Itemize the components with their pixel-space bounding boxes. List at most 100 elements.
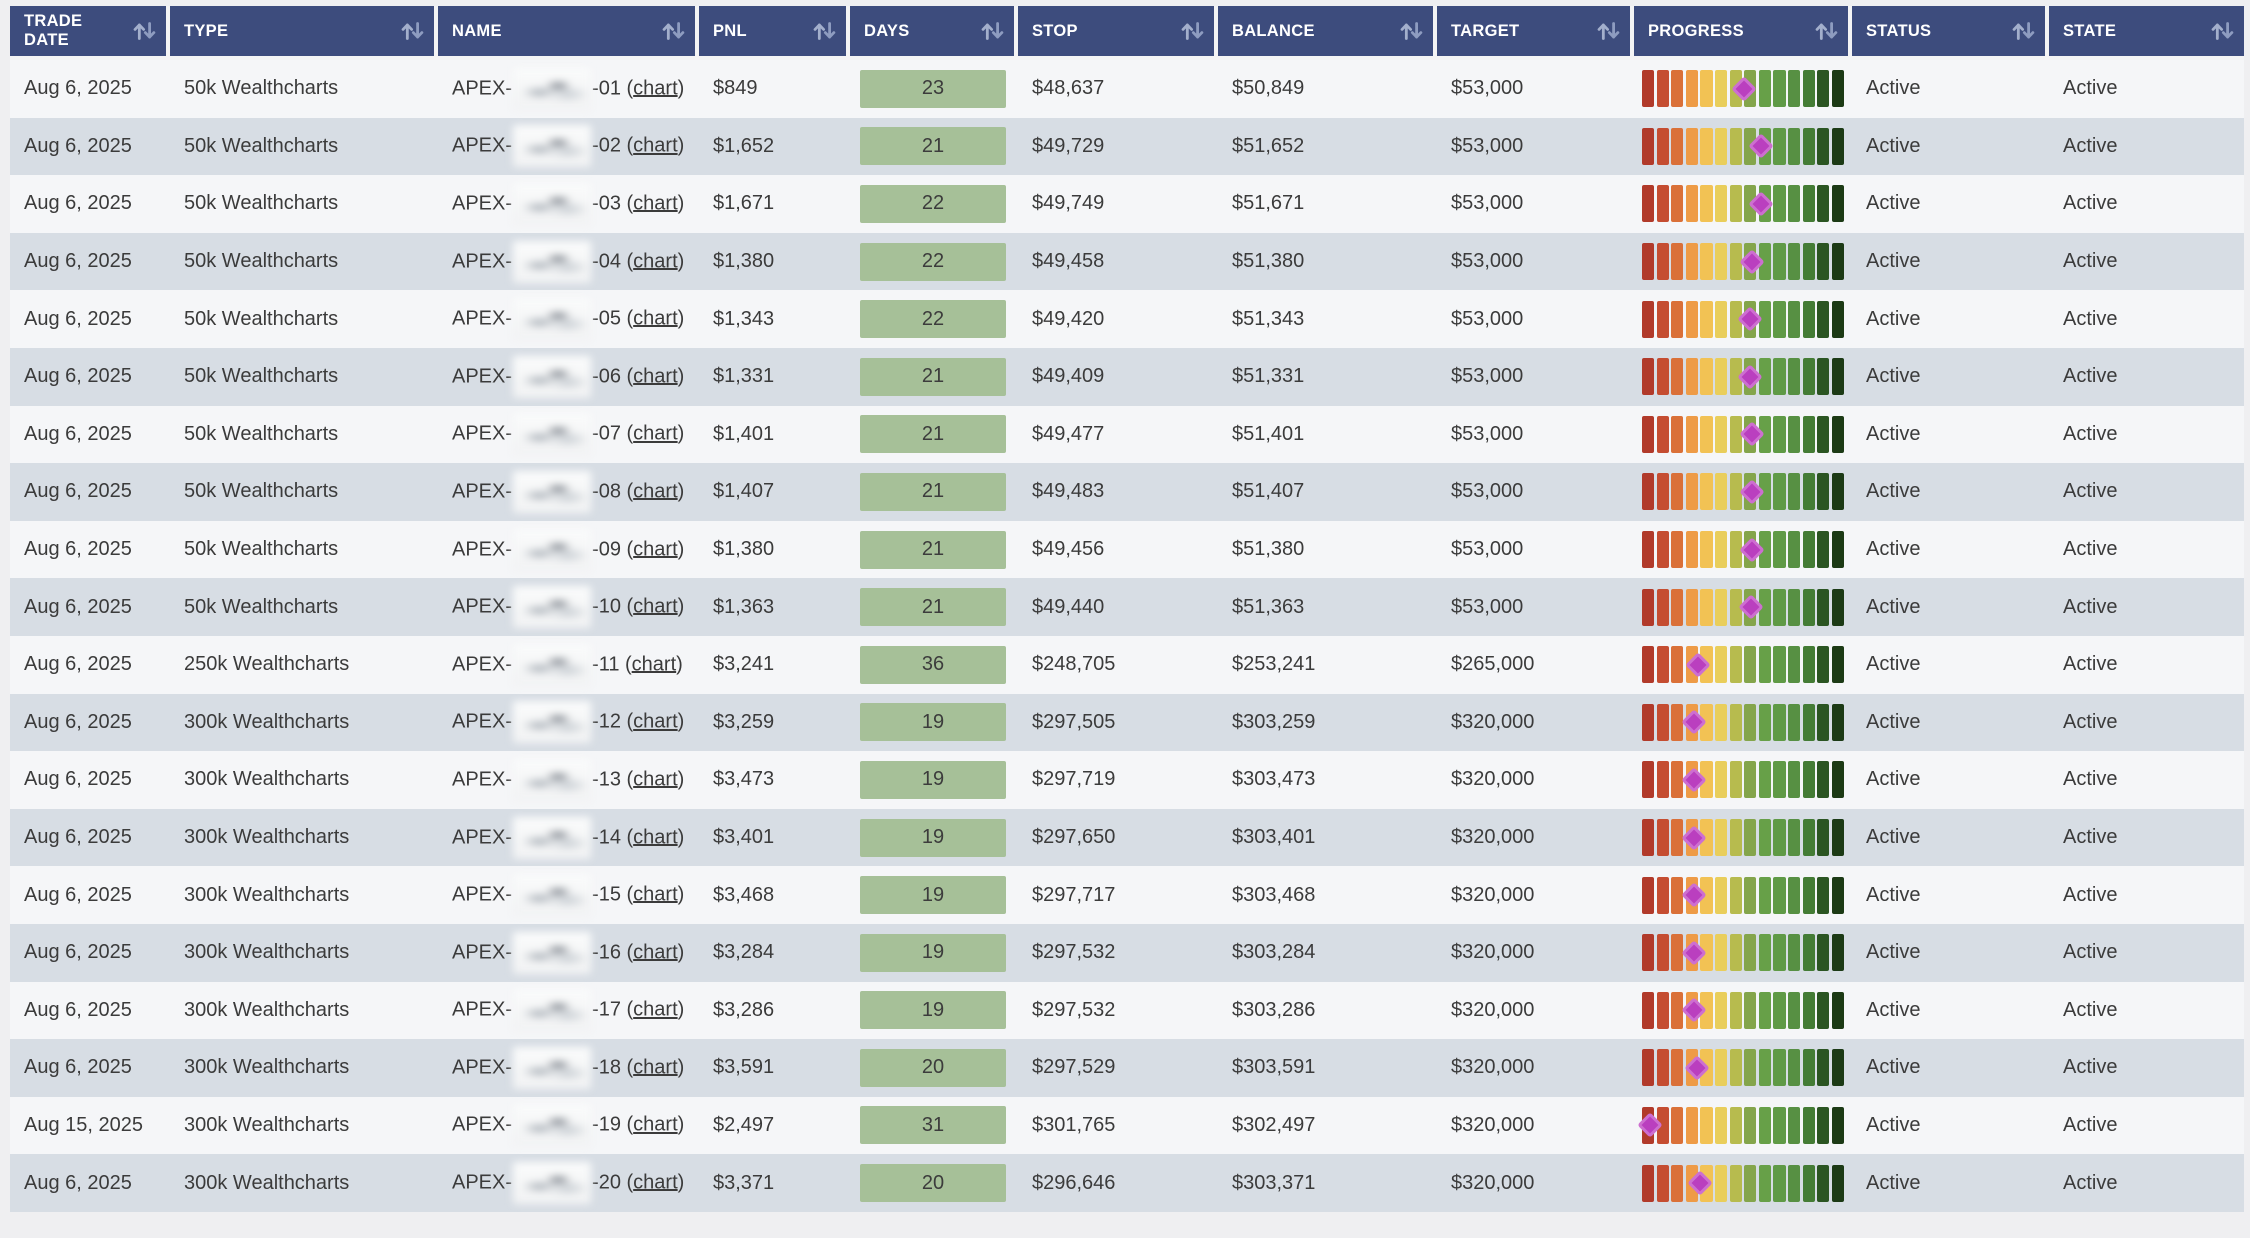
chart-link[interactable]: chart [633,595,678,618]
column-header-type[interactable]: TYPE [170,6,438,60]
progress-segment [1671,934,1684,972]
sort-icon [1178,17,1206,45]
type-cell: 50k Wealthcharts [170,117,438,176]
chart-link[interactable]: chart [633,480,678,503]
chart-link[interactable]: chart [633,192,678,215]
stop-cell: $297,650 [1018,808,1218,867]
pnl-cell: $3,286 [699,981,850,1040]
chart-link[interactable]: chart [633,249,678,272]
progress-segment [1773,761,1786,799]
progress-segment [1656,761,1669,799]
progress-segment [1773,876,1786,914]
column-header-status[interactable]: STATUS [1852,6,2049,60]
state-cell: Active [2049,578,2244,636]
name-suffix: -18 [592,1056,621,1079]
paren-open: ( [620,998,634,1021]
column-header-target[interactable]: TARGET [1437,6,1634,60]
progress-cell [1634,520,1852,579]
progress-bar [1642,1049,1845,1087]
name-cell: APEX- -03 (chart) [438,175,699,233]
paren-open: ( [620,134,634,157]
column-header-balance[interactable]: BALANCE [1218,6,1437,60]
trade-date-cell: Aug 6, 2025 [10,60,170,118]
chart-link[interactable]: chart [633,768,678,791]
progress-segment [1671,703,1684,741]
target-cell: $53,000 [1437,463,1634,521]
status-cell: Active [1852,60,2049,118]
progress-segment [1700,703,1713,741]
paren-close: ) [677,768,685,791]
progress-segment [1729,819,1742,857]
days-cell: 20 [850,1039,1018,1097]
stop-cell: $49,477 [1018,405,1218,464]
redacted-name [513,182,592,225]
sort-icon [398,17,426,45]
progress-segment [1744,934,1757,972]
column-header-stop[interactable]: STOP [1018,6,1218,60]
name-prefix: APEX- [452,998,513,1021]
progress-segment [1744,761,1757,799]
name-cell: APEX- -12 (chart) [438,693,699,752]
chart-link[interactable]: chart [633,422,678,445]
name-suffix: -14 [592,825,621,848]
chart-link[interactable]: chart [633,1171,678,1194]
progress-segment [1817,243,1830,281]
chart-link[interactable]: chart [633,1113,678,1136]
days-badge: 20 [860,1048,1006,1087]
chart-link[interactable]: chart [633,365,678,388]
state-cell: Active [2049,866,2244,924]
progress-bar [1642,588,1845,626]
target-cell: $320,000 [1437,1154,1634,1212]
state-cell: Active [2049,405,2244,464]
column-label: PROGRESS [1648,21,1744,40]
progress-segment [1671,185,1684,223]
progress-segment [1642,761,1655,799]
type-cell: 50k Wealthcharts [170,347,438,406]
column-label: STOP [1032,21,1078,40]
column-header-pnl[interactable]: PNL [699,6,850,60]
chart-link[interactable]: chart [633,825,678,848]
progress-segment [1642,185,1655,223]
progress-segment [1788,761,1801,799]
chart-link[interactable]: chart [633,710,678,733]
accounts-table-wrap: TRADE DATE TYPE NAME [10,6,2244,1212]
column-header-days[interactable]: DAYS [850,6,1018,60]
name-prefix: APEX- [452,365,513,388]
paren-close: ) [677,307,685,330]
chart-link[interactable]: chart [633,77,678,100]
chart-link[interactable]: chart [631,653,677,676]
sort-icon [1397,17,1425,45]
pnl-cell: $3,284 [699,923,850,982]
redacted-name [513,125,592,168]
progress-segment [1700,300,1713,338]
target-cell: $53,000 [1437,578,1634,636]
chart-link[interactable]: chart [633,134,678,157]
status-cell: Active [1852,1154,2049,1212]
progress-segment [1671,1049,1684,1087]
chart-link[interactable]: chart [633,998,678,1021]
paren-open: ( [620,825,634,848]
column-header-progress[interactable]: PROGRESS [1634,6,1852,60]
name-prefix: APEX- [452,249,513,272]
column-header-name[interactable]: NAME [438,6,699,60]
progress-segment [1715,358,1728,396]
chart-link[interactable]: chart [633,883,678,906]
chart-link[interactable]: chart [633,940,678,963]
progress-segment [1802,646,1815,684]
target-cell: $320,000 [1437,923,1634,982]
paren-close: ) [677,1056,685,1079]
column-header-trade_date[interactable]: TRADE DATE [10,6,170,60]
progress-segment [1671,1106,1684,1144]
progress-segment [1758,1164,1771,1202]
chart-link[interactable]: chart [633,307,678,330]
column-header-state[interactable]: STATE [2049,6,2244,60]
progress-bar [1642,70,1845,108]
progress-segment [1758,703,1771,741]
status-cell: Active [1852,578,2049,636]
chart-link[interactable]: chart [633,1056,678,1079]
progress-segment [1700,819,1713,857]
progress-cell [1634,290,1852,348]
chart-link[interactable]: chart [633,537,678,560]
stop-cell: $297,717 [1018,866,1218,924]
progress-segment [1831,819,1845,857]
